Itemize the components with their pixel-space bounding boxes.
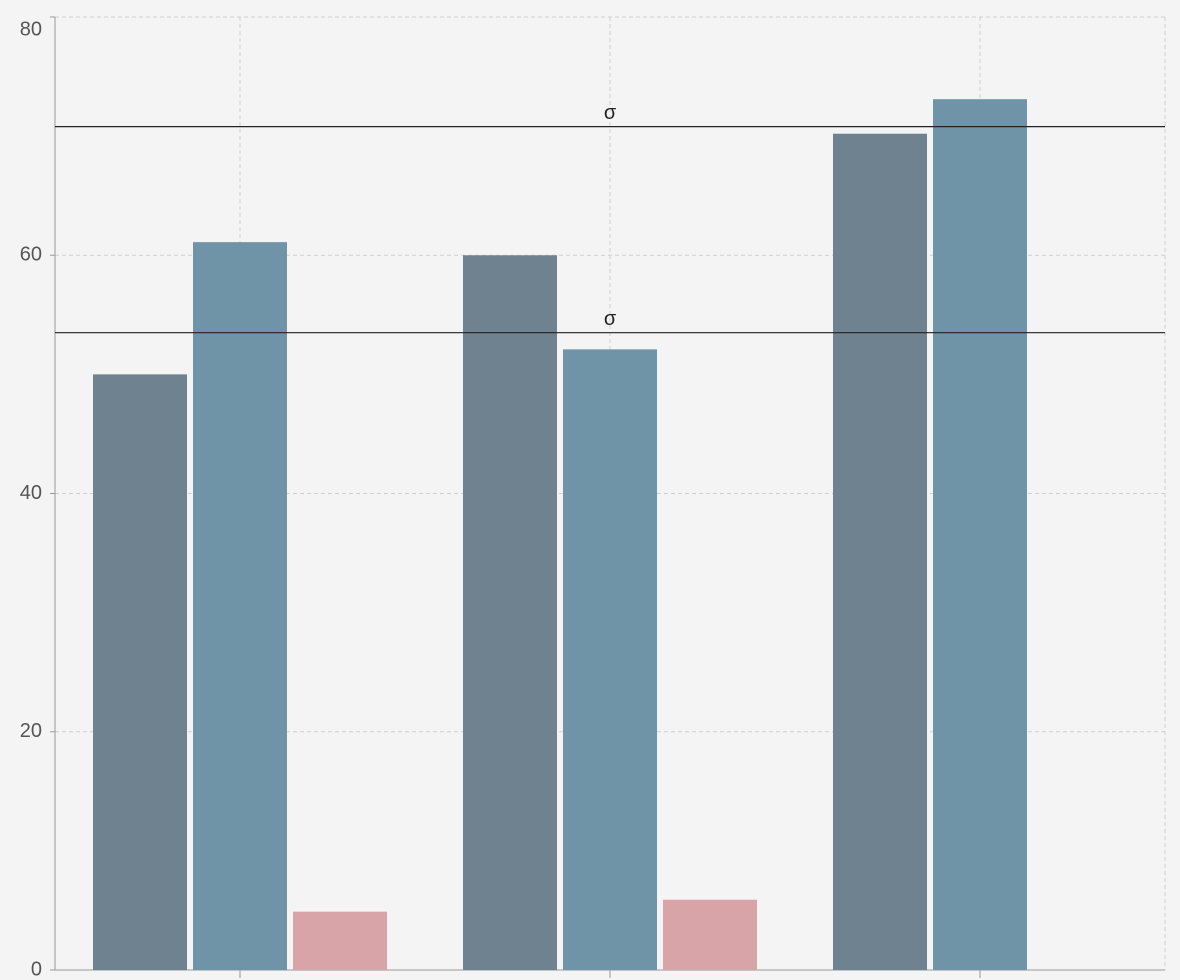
reference-label: σ (604, 308, 617, 330)
y-tick-label: 0 (31, 958, 42, 980)
bar (93, 374, 187, 970)
bar (563, 349, 657, 970)
y-tick-label: 40 (20, 482, 42, 504)
bar (663, 899, 757, 970)
bar (193, 242, 287, 971)
bar (833, 133, 927, 970)
y-tick-label: 60 (20, 244, 42, 266)
y-tick-label: 20 (20, 720, 42, 742)
bar (933, 99, 1027, 971)
y-tick-label: 80 (20, 18, 42, 40)
bar (463, 255, 557, 970)
reference-label: σ (604, 102, 617, 124)
bar (293, 911, 387, 970)
